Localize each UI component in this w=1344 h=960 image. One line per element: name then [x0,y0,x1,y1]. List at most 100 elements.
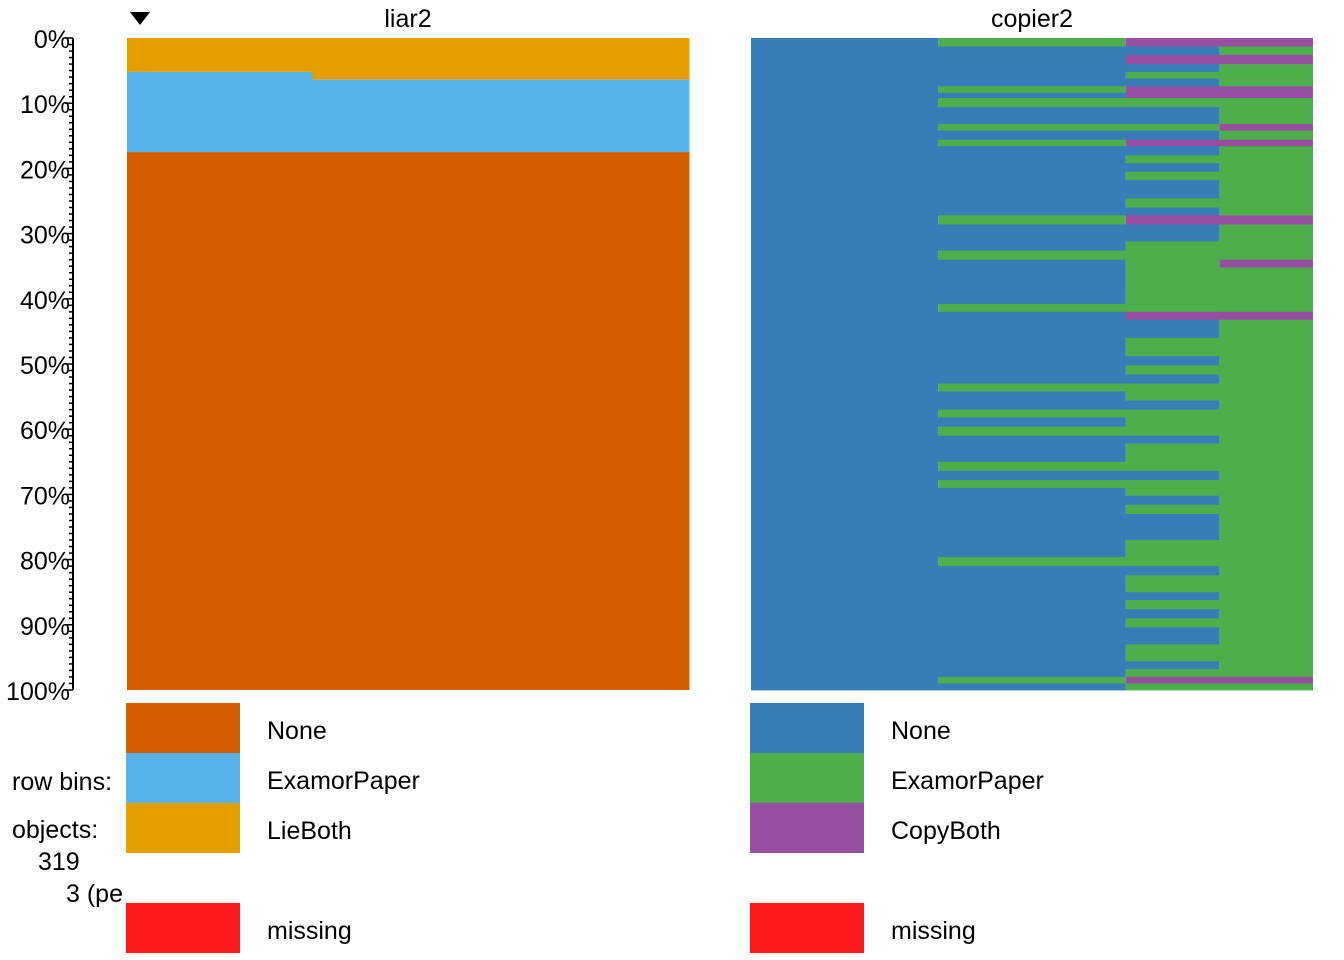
bar-none [751,400,1220,411]
bar-examorpaper [1219,163,1313,173]
bar-examorpaper [1219,661,1313,670]
bar-none [751,470,1220,481]
y-tick-label: 70% [20,482,70,510]
bar-examorpaper [1219,400,1313,411]
legend-label: ExamorPaper [891,767,1044,795]
bar-none [751,86,939,94]
y-tick-label: 0% [34,26,70,54]
legend-label: None [267,717,327,745]
bar-examorpaper [1125,276,1313,287]
bar-copyboth [1125,139,1313,147]
bar-examorpaper [1125,347,1313,357]
bar-examorpaper [1219,609,1313,619]
bin-size-text: 3 (pe [66,880,123,908]
bar-examorpaper [938,250,1313,261]
bar-none [751,609,1220,619]
y-tick-label: 20% [20,156,70,184]
bar-none [751,328,1220,339]
bar-none [751,636,1220,645]
bar-none [751,644,1126,654]
bar-examorpaper [1125,644,1313,654]
bar-none [751,575,1126,585]
legend-swatch [750,703,864,753]
bar-examorpaper [1125,575,1313,585]
legend-swatch [126,753,240,803]
column-title: liar2 [384,5,431,33]
bar-examorpaper [1125,391,1313,401]
bar-none [312,152,690,691]
bar-none [751,452,1126,463]
bar-examorpaper [1219,130,1313,141]
column-title: copier2 [991,5,1073,33]
row-bins-label: row bins: [12,768,112,796]
bar-none [751,267,1126,278]
bar-none [751,155,1126,164]
bar-none [751,215,939,225]
bar-examorpaper [1219,78,1313,87]
bar-examorpaper [1125,155,1313,164]
bar-none [751,198,1126,208]
bar-none [751,139,939,147]
objects-count: 319 [38,848,80,876]
bar-examorpaper [1125,600,1313,610]
bar-examorpaper [1219,495,1313,506]
bar-none [751,600,1126,610]
legend-label: None [891,717,951,745]
bar-examorpaper [1219,523,1313,533]
bar-copyboth [1125,311,1313,321]
bar-examorpaper [1125,487,1313,497]
bar-none [751,207,1220,216]
legend-label: LieBoth [267,817,352,845]
bar-none [751,549,1126,558]
bar-none [751,296,1126,305]
bar-examorpaper [1219,374,1313,384]
sort-descending-icon[interactable] [130,12,150,25]
bar-examorpaper [1125,669,1313,678]
bar-none [751,304,939,313]
y-tick-label: 100% [6,678,70,706]
bar-none [751,566,1220,576]
y-tick-label: 60% [20,417,70,445]
bar-examorpaper [1219,64,1313,73]
bar-none [751,180,1220,190]
bar-examorpaper [1125,198,1313,208]
bar-none [751,163,1220,173]
bar-copyboth [1125,92,1313,99]
bar-examorpaper [1219,146,1313,156]
bar-lieboth [312,38,690,80]
bar-none [751,417,1126,427]
bar-none [751,443,1126,454]
bar-examorpaper [1125,365,1313,375]
bar-none [751,337,1126,348]
bar-examorpaper [1125,683,1313,691]
bar-examorpaper [1125,540,1313,550]
bar-none [751,383,939,392]
bar-examorpaper [1125,285,1313,297]
bar-copyboth [1125,676,1313,684]
bar-none [751,653,1126,662]
bar-examorpaper [938,383,1313,392]
bar-examorpaper [1219,356,1313,366]
bar-none [751,618,1126,628]
bar-examorpaper [938,86,1126,94]
bar-examorpaper [938,480,1313,489]
bar-none [751,556,939,567]
bar-none [751,676,939,684]
bar-none [751,391,1126,401]
legend-copier2: None ExamorPaper CopyBoth missing [750,703,1044,953]
bar-examorpaper [1219,180,1313,190]
bar-none [751,276,1126,287]
bar-none [751,584,1126,593]
bar-copyboth [1125,86,1313,94]
bar-copyboth [1125,215,1313,225]
legend-swatch [750,803,864,853]
bar-none [751,356,1220,366]
legend-label: CopyBoth [891,817,1001,845]
bar-none [751,435,1220,444]
bar-none [751,250,939,261]
bar-examorpaper [938,461,1313,472]
bar-none [751,426,939,437]
bar-examorpaper [938,97,1313,108]
column-panels: liar2 copier2 [127,5,1313,691]
